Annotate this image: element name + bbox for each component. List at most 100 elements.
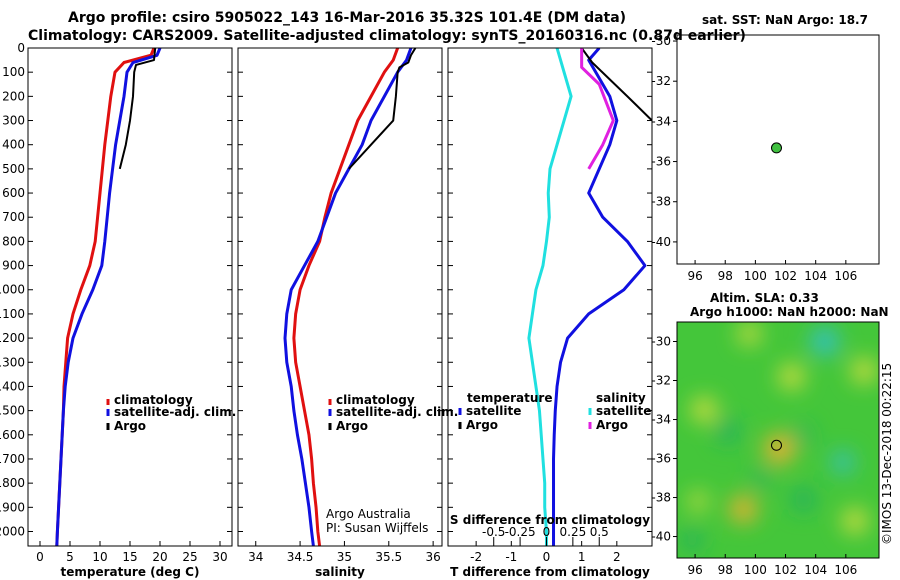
map-y-label: -40 [651, 235, 671, 249]
x-tick-label: -1 [505, 550, 517, 564]
x-tick-label: 1 [578, 550, 586, 564]
series-argo [118, 48, 157, 170]
map-x-label: 100 [744, 563, 767, 577]
legend-heading-temperature: temperature [467, 391, 552, 405]
series-temperature-satellite [552, 48, 647, 546]
sla-blob [692, 397, 717, 422]
x-tick-label: 5 [66, 550, 74, 564]
axes-frame [237, 47, 443, 547]
map-x-label: 96 [687, 269, 702, 283]
sla-blob [689, 492, 708, 511]
y-tick-label: 700 [2, 210, 25, 224]
s-tick-label: -0.5 [482, 525, 505, 539]
sla-title-1: Altim. SLA: 0.33 [710, 291, 819, 305]
x-axis-label: salinity [315, 565, 365, 579]
x-tick-label: 10 [92, 550, 107, 564]
argo-position-marker [770, 142, 782, 154]
s-axis-label: S difference from climatology [450, 513, 650, 527]
legend-label-s-argo: Argo [596, 418, 628, 432]
map-y-label: -36 [651, 452, 671, 466]
y-tick-label: 800 [2, 234, 25, 248]
map-x-label: 102 [774, 269, 797, 283]
y-tick-label: 0 [17, 41, 25, 55]
map-x-label: 106 [834, 563, 857, 577]
y-tick-label: 1400 [0, 379, 25, 393]
sla-blob [794, 426, 813, 445]
legend-label-climatology: climatology [114, 393, 193, 407]
y-tick-label: 1500 [0, 404, 25, 418]
x-tick-label: 30 [212, 550, 227, 564]
x-tick-label: 35 [337, 550, 352, 564]
map-x-label: 104 [804, 269, 827, 283]
sla-blob [738, 323, 760, 345]
x-axis-label: T difference from climatology [450, 565, 650, 579]
panel-difference: -2 -1 0 1 2T difference from climatology -0.5… [447, 47, 653, 579]
y-tick-label: 400 [2, 138, 25, 152]
legend-label-s-satellite: satellite [596, 404, 651, 418]
panel-sst_map: 96 98 100 102 104 106 -30 -32 -34 -36 -38 -40 [651, 34, 880, 283]
s-tick-label: 0.25 [560, 525, 587, 539]
sla-blob [729, 495, 757, 523]
sla-blob [851, 358, 876, 383]
temperature-legend: climatology satellite-adj. clim. Argo [106, 393, 236, 433]
map-y-label: -40 [651, 530, 671, 544]
argo-position-marker [770, 439, 782, 451]
sla-blobs [681, 323, 876, 551]
x-tick-label: 2 [613, 550, 621, 564]
x-tick-label: 36 [425, 550, 440, 564]
y-tick-label: 1700 [0, 452, 25, 466]
credit-line-1: Argo Australia [326, 507, 411, 521]
x-tick-label: 25 [182, 550, 197, 564]
map-y-label: -32 [651, 74, 671, 88]
salinity-legend: climatology satellite-adj. clim. Argo [328, 393, 458, 433]
y-tick-label: 300 [2, 114, 25, 128]
legend-label-t-argo: Argo [466, 418, 498, 432]
series-satellite-adj-clim- [55, 48, 162, 546]
map-x-label: 102 [774, 563, 797, 577]
y-tick-label: 600 [2, 186, 25, 200]
s-tick-label: 0.5 [590, 525, 609, 539]
series-climatology [292, 48, 400, 546]
series-salinity-satellite [527, 48, 573, 546]
sla-blob [832, 451, 854, 473]
s-tick-label: 0 [543, 525, 551, 539]
y-tick-label: 1200 [0, 331, 25, 345]
x-axis-label: temperature (deg C) [61, 565, 200, 579]
y-tick-label: 200 [2, 89, 25, 103]
map-y-label: -32 [651, 374, 671, 388]
sla-blob [716, 419, 741, 444]
sla-blob [752, 468, 771, 488]
sla-blob [811, 327, 839, 356]
map-y-label: -36 [651, 155, 671, 169]
y-tick-label: 1900 [0, 500, 25, 514]
series-climatology [55, 48, 156, 546]
y-tick-label: 2000 [0, 524, 25, 538]
sla-blob [779, 364, 804, 389]
map-y-label: -38 [651, 195, 671, 209]
y-tick-label: 500 [2, 162, 25, 176]
map-y-label: -38 [651, 491, 671, 505]
series-argo [348, 48, 417, 170]
map-frame [676, 321, 880, 559]
y-tick-label: 1000 [0, 283, 25, 297]
legend-label-argo: Argo [114, 419, 146, 433]
legend-heading-salinity: salinity [596, 391, 646, 405]
series-salinity-argo [580, 48, 615, 170]
sla-blob [681, 529, 703, 551]
y-tick-label: 100 [2, 65, 25, 79]
map-y-label: -30 [651, 34, 671, 48]
s-tick-label: -0.25 [505, 525, 536, 539]
map-x-label: 104 [804, 563, 827, 577]
map-x-label: 98 [718, 269, 733, 283]
y-tick-label: 1300 [0, 355, 25, 369]
x-tick-label: 34.5 [287, 550, 314, 564]
sla-title-2: Argo h1000: NaN h2000: NaN [690, 305, 889, 319]
difference-legend: temperature salinity satellite Argo sate… [458, 391, 651, 432]
x-tick-label: 0 [543, 550, 551, 564]
y-tick-label: 900 [2, 259, 25, 273]
legend-label-t-satellite: satellite [466, 404, 521, 418]
panel-salinity: 34 34.5 35 35.5 36 salinity [237, 47, 443, 579]
x-tick-label: -2 [470, 550, 482, 564]
